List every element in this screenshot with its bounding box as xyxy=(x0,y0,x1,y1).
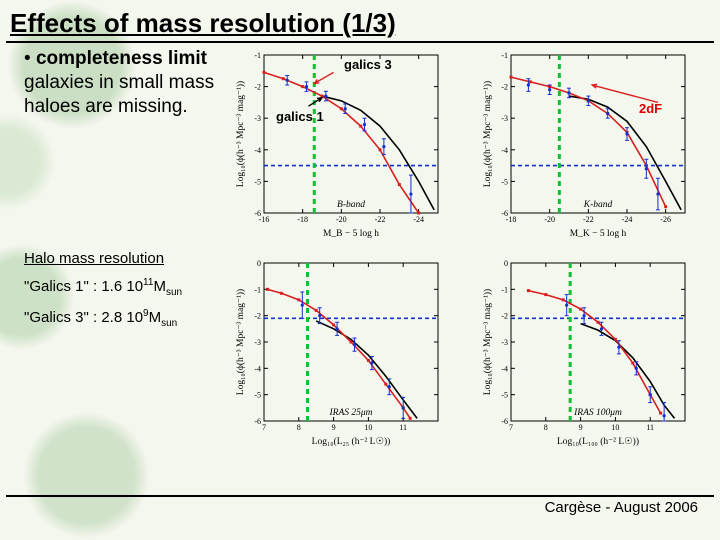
svg-text:-24: -24 xyxy=(413,215,424,224)
halo-resolution-block: Halo mass resolution "Galics 1" : 1.6 10… xyxy=(24,250,228,329)
svg-text:-3: -3 xyxy=(254,114,261,123)
halo-heading: Halo mass resolution xyxy=(24,250,228,267)
svg-text:M_B − 5 log h: M_B − 5 log h xyxy=(323,229,379,239)
svg-text:-1: -1 xyxy=(501,285,508,294)
svg-text:-5: -5 xyxy=(254,177,261,186)
svg-text:-22: -22 xyxy=(375,215,386,224)
anno-2df: 2dF xyxy=(639,101,662,116)
svg-text:Log₁₀(ϕ(h⁻³ Mpc⁻³ mag⁻¹)): Log₁₀(ϕ(h⁻³ Mpc⁻³ mag⁻¹)) xyxy=(235,289,246,395)
svg-text:-4: -4 xyxy=(501,146,508,155)
chart-b-band: -16-18-20-22-24-6-5-4-3-2-1M_B − 5 log h… xyxy=(234,49,444,239)
halo-line-1: "Galics 1" : 1.6 1011Msun xyxy=(24,277,228,298)
svg-text:-5: -5 xyxy=(501,391,508,400)
anno-galics1: galics 1 xyxy=(276,109,324,124)
svg-text:-5: -5 xyxy=(254,391,261,400)
svg-text:K-band: K-band xyxy=(583,200,613,210)
svg-text:10: 10 xyxy=(364,423,372,432)
slide-title: Effects of mass resolution (1/3) xyxy=(0,0,720,41)
svg-text:-2: -2 xyxy=(501,312,508,321)
svg-text:8: 8 xyxy=(297,423,301,432)
svg-text:-4: -4 xyxy=(254,146,261,155)
svg-text:-2: -2 xyxy=(254,312,261,321)
svg-text:-2: -2 xyxy=(254,83,261,92)
svg-text:Log₁₀(ϕ(h⁻³ Mpc⁻³ mag⁻¹)): Log₁₀(ϕ(h⁻³ Mpc⁻³ mag⁻¹)) xyxy=(482,81,493,187)
svg-text:-3: -3 xyxy=(501,338,508,347)
svg-text:-6: -6 xyxy=(254,417,261,426)
chart-iras25: 7 8 9 10 11 -6 -5 -4 -3 -2 -1 0 Log₁₀(L₂₅ (h⁻² L☉)) L… xyxy=(234,257,444,447)
svg-text:-20: -20 xyxy=(544,215,555,224)
svg-text:M_K − 5 log h: M_K − 5 log h xyxy=(570,229,627,239)
svg-text:-24: -24 xyxy=(622,215,633,224)
svg-text:-26: -26 xyxy=(660,215,671,224)
svg-text:-4: -4 xyxy=(254,364,261,373)
svg-text:0: 0 xyxy=(504,259,508,268)
svg-text:-6: -6 xyxy=(501,417,508,426)
svg-text:IRAS 100μm: IRAS 100μm xyxy=(573,408,622,418)
svg-text:9: 9 xyxy=(579,423,583,432)
svg-text:Log₁₀(L₂₅ (h⁻² L☉)): Log₁₀(L₂₅ (h⁻² L☉)) xyxy=(312,436,391,447)
svg-text:-6: -6 xyxy=(501,209,508,218)
svg-text:11: 11 xyxy=(399,423,407,432)
svg-text:Log₁₀(ϕ(h⁻³ Mpc⁻³ mag⁻¹)): Log₁₀(ϕ(h⁻³ Mpc⁻³ mag⁻¹)) xyxy=(235,81,246,187)
svg-text:-4: -4 xyxy=(501,364,508,373)
footer-text: Cargèse - August 2006 xyxy=(0,497,720,516)
left-column: • completeness limit galaxies in small m… xyxy=(24,47,234,447)
svg-text:0: 0 xyxy=(257,259,261,268)
svg-text:7: 7 xyxy=(262,423,266,432)
content-area: • completeness limit galaxies in small m… xyxy=(0,43,720,447)
svg-text:B-band: B-band xyxy=(337,200,365,210)
svg-text:-3: -3 xyxy=(254,338,261,347)
svg-text:-6: -6 xyxy=(254,209,261,218)
svg-text:-3: -3 xyxy=(501,114,508,123)
bullet-text: • completeness limit galaxies in small m… xyxy=(24,47,228,118)
svg-text:Log₁₀(ϕ(h⁻³ Mpc⁻³ mag⁻¹)): Log₁₀(ϕ(h⁻³ Mpc⁻³ mag⁻¹)) xyxy=(482,289,493,395)
svg-text:7: 7 xyxy=(509,423,513,432)
chart-k-band: -18-20-22-24-26-6-5-4-3-2-1M_K − 5 log h… xyxy=(481,49,691,239)
svg-text:-22: -22 xyxy=(583,215,594,224)
svg-text:-1: -1 xyxy=(254,51,261,60)
chart-iras100: 7 8 9 10 11 -6 -5 -4 -3 -2 -1 0 Log₁₀(L₁₀₀ (h⁻² L☉))… xyxy=(481,257,691,447)
svg-text:11: 11 xyxy=(646,423,654,432)
svg-text:8: 8 xyxy=(544,423,548,432)
svg-text:10: 10 xyxy=(611,423,619,432)
svg-text:-5: -5 xyxy=(501,177,508,186)
svg-text:-2: -2 xyxy=(501,83,508,92)
svg-text:-20: -20 xyxy=(336,215,347,224)
anno-galics3: galics 3 xyxy=(344,57,392,72)
svg-text:9: 9 xyxy=(332,423,336,432)
chart-grid: -16-18-20-22-24-6-5-4-3-2-1M_B − 5 log h… xyxy=(234,47,712,447)
svg-text:-18: -18 xyxy=(297,215,308,224)
halo-line-2: "Galics 3" : 2.8 109Msun xyxy=(24,308,228,329)
svg-text:-1: -1 xyxy=(501,51,508,60)
svg-text:Log₁₀(L₁₀₀ (h⁻² L☉)): Log₁₀(L₁₀₀ (h⁻² L☉)) xyxy=(557,436,639,447)
svg-text:-1: -1 xyxy=(254,285,261,294)
svg-text:IRAS 25μm: IRAS 25μm xyxy=(328,408,372,418)
